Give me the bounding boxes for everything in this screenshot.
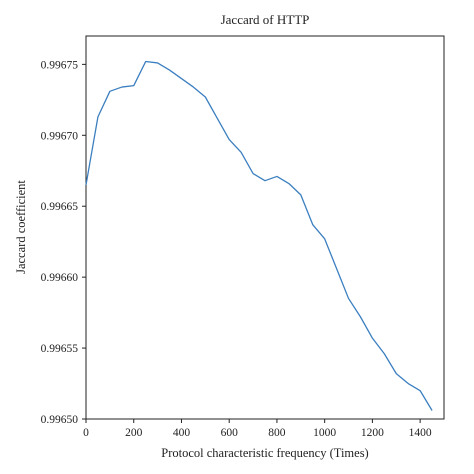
x-axis-label: Protocol characteristic frequency (Times… (161, 446, 368, 460)
y-axis: 0.99650 0.99655 0.99660 0.99665 0.99670 0.996… (41, 59, 86, 426)
x-tick-label: 1400 (409, 427, 432, 439)
x-tick-label: 1200 (361, 427, 384, 439)
chart-title: Jaccard of HTTP (221, 12, 310, 27)
x-tick-label: 200 (125, 427, 143, 439)
series-line (85, 60, 433, 411)
y-tick-label: 0.99655 (41, 343, 79, 355)
y-tick-label: 0.99670 (41, 130, 79, 142)
y-axis-label: Jaccard coefficient (14, 180, 28, 274)
x-tick-label: 400 (173, 427, 191, 439)
y-tick-label: 0.99650 (41, 414, 79, 426)
x-tick-label: 1000 (313, 427, 336, 439)
x-axis: 0 200 400 600 800 1000 1200 1400 (83, 419, 432, 439)
y-tick-label: 0.99660 (41, 272, 79, 284)
plot-frame (85, 35, 445, 420)
y-tick-label: 0.99675 (41, 59, 79, 71)
y-tick-label: 0.99665 (41, 201, 79, 213)
x-tick-label: 800 (268, 427, 286, 439)
x-tick-label: 0 (83, 427, 89, 439)
x-tick-label: 600 (221, 427, 239, 439)
